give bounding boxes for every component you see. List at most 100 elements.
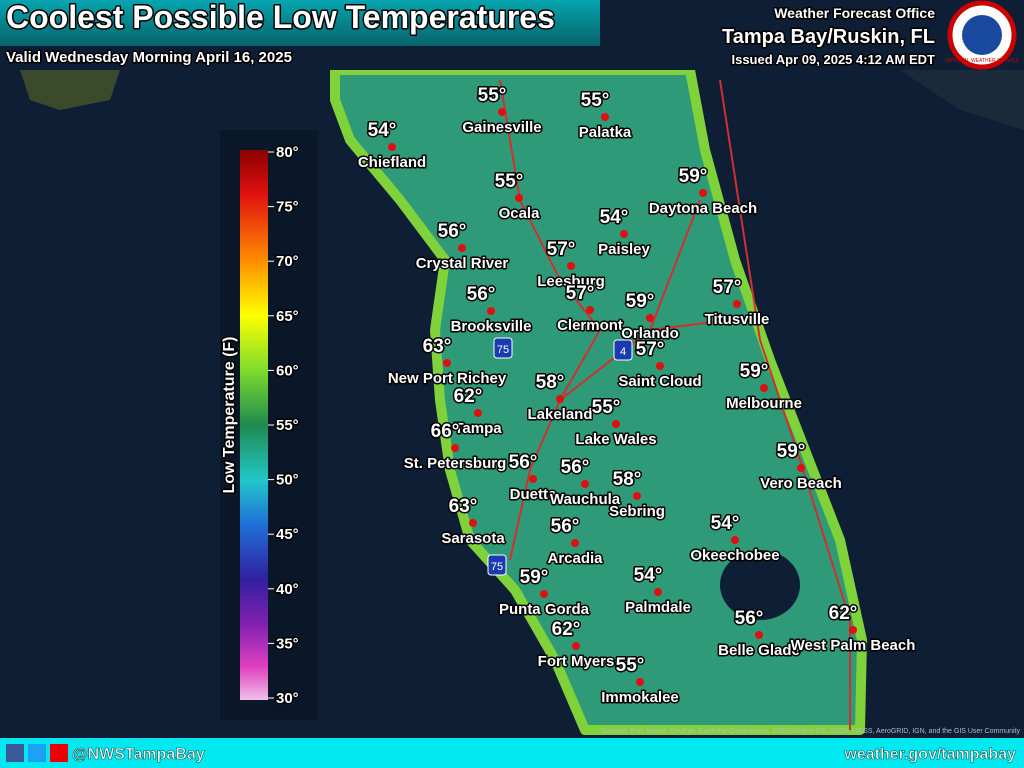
city-dot bbox=[656, 362, 664, 370]
city-name: Immokalee bbox=[601, 689, 679, 706]
roads bbox=[499, 79, 851, 730]
city-temp: 56° bbox=[438, 221, 467, 242]
city-temp: 62° bbox=[829, 603, 858, 624]
city-name: Ocala bbox=[499, 205, 541, 222]
city-name: West Palm Beach bbox=[791, 637, 916, 654]
url[interactable]: weather.gov/tampabay bbox=[843, 746, 1016, 764]
legend-tick-label: 75° bbox=[276, 199, 299, 216]
city-name: Belle Glade bbox=[718, 642, 800, 659]
city-name: Fort Myers bbox=[538, 653, 615, 670]
route-shield bbox=[613, 339, 633, 361]
city-name: Titusville bbox=[705, 311, 770, 328]
city-temp: 57° bbox=[636, 339, 665, 360]
footer-bg bbox=[0, 738, 1024, 768]
city-dot bbox=[571, 539, 579, 547]
city-temp: 56° bbox=[561, 457, 590, 478]
city-temp: 57° bbox=[566, 283, 595, 304]
city-name: Arcadia bbox=[547, 550, 603, 567]
city-temp: 55° bbox=[592, 397, 621, 418]
city-dot bbox=[469, 519, 477, 527]
city-temp: 56° bbox=[735, 608, 764, 629]
city-dot bbox=[654, 588, 662, 596]
city-temp: 55° bbox=[616, 655, 645, 676]
city-temp: 59° bbox=[777, 441, 806, 462]
city-dot bbox=[633, 492, 641, 500]
city-dot bbox=[646, 314, 654, 322]
twitter-icon[interactable] bbox=[28, 744, 46, 762]
city-dot bbox=[755, 631, 763, 639]
city-temp: 62° bbox=[552, 619, 581, 640]
city-name: Daytona Beach bbox=[649, 200, 757, 217]
city-temp: 59° bbox=[520, 567, 549, 588]
legend-tick-label: 40° bbox=[276, 581, 299, 598]
city-name: Chiefland bbox=[358, 154, 426, 171]
city-dot bbox=[760, 384, 768, 392]
city-name: Brooksville bbox=[451, 318, 532, 335]
route-shield bbox=[487, 554, 507, 576]
city-temp: 57° bbox=[547, 239, 576, 260]
city-temp: 55° bbox=[581, 90, 610, 111]
city-dot bbox=[515, 194, 523, 202]
city-name: Palmdale bbox=[625, 599, 691, 616]
youtube-icon[interactable] bbox=[50, 744, 68, 762]
city-temp: 58° bbox=[536, 372, 565, 393]
city-temp: 66° bbox=[431, 421, 460, 442]
city-name: Melbourne bbox=[726, 395, 802, 412]
city-dot bbox=[529, 475, 537, 483]
city-temp: 55° bbox=[478, 85, 507, 106]
lake-okeechobee bbox=[720, 550, 800, 620]
city-dot bbox=[388, 143, 396, 151]
city-temp: 56° bbox=[509, 452, 538, 473]
legend-title: Low Temperature (F) bbox=[221, 336, 238, 493]
title: Coolest Possible Low Temperatures bbox=[6, 0, 555, 35]
office: Tampa Bay/Ruskin, FL bbox=[722, 26, 935, 48]
city-name: Okeechobee bbox=[690, 547, 779, 564]
city-name: Leesburg bbox=[537, 273, 605, 290]
city-temp: 54° bbox=[600, 207, 629, 228]
legend-tick-label: 70° bbox=[276, 253, 299, 270]
legend-tick-label: 65° bbox=[276, 308, 299, 325]
city-dot bbox=[586, 306, 594, 314]
city-temp: 54° bbox=[368, 120, 397, 141]
city-name: Gainesville bbox=[462, 119, 541, 136]
city-name: Saint Cloud bbox=[618, 373, 701, 390]
logo-inner bbox=[962, 15, 1002, 55]
city-dot bbox=[849, 626, 857, 634]
city-temp: 63° bbox=[423, 336, 452, 357]
city-temp: 59° bbox=[626, 291, 655, 312]
facebook-icon[interactable] bbox=[6, 744, 24, 762]
route-shield bbox=[493, 337, 513, 359]
city-temp: 59° bbox=[740, 361, 769, 382]
city-temp: 57° bbox=[713, 277, 742, 298]
subtitle: Valid Wednesday Morning April 16, 2025 bbox=[6, 49, 292, 66]
city-temp: 55° bbox=[495, 171, 524, 192]
city-name: St. Petersburg bbox=[404, 455, 507, 472]
city-temp: 56° bbox=[551, 516, 580, 537]
city-name: Sarasota bbox=[441, 530, 505, 547]
city-name: New Port Richey bbox=[388, 370, 507, 387]
city-temp: 59° bbox=[679, 166, 708, 187]
city-name: Tampa bbox=[454, 420, 502, 437]
legend-tick-label: 45° bbox=[276, 526, 299, 543]
city-name: Crystal River bbox=[416, 255, 509, 272]
city-dot bbox=[474, 409, 482, 417]
city-name: Palatka bbox=[579, 124, 632, 141]
city-dot bbox=[733, 300, 741, 308]
city-name: Orlando bbox=[621, 325, 679, 342]
route-number: 4 bbox=[620, 346, 626, 358]
city-dot bbox=[567, 262, 575, 270]
city-dot bbox=[540, 590, 548, 598]
city-name: Paisley bbox=[598, 241, 650, 258]
issued: Issued Apr 09, 2025 4:12 AM EDT bbox=[731, 52, 935, 67]
color-bar bbox=[240, 150, 268, 700]
land-gulf bbox=[20, 70, 120, 110]
social[interactable]: @NWSTampaBay bbox=[72, 746, 205, 764]
city-dot bbox=[636, 678, 644, 686]
legend-tick-label: 60° bbox=[276, 362, 299, 379]
route-number: 75 bbox=[491, 561, 503, 573]
city-name: Wauchula bbox=[550, 491, 621, 508]
city-dot bbox=[572, 642, 580, 650]
logo-text: NATIONAL WEATHER SERVICE bbox=[945, 58, 1019, 64]
city-dot bbox=[581, 480, 589, 488]
